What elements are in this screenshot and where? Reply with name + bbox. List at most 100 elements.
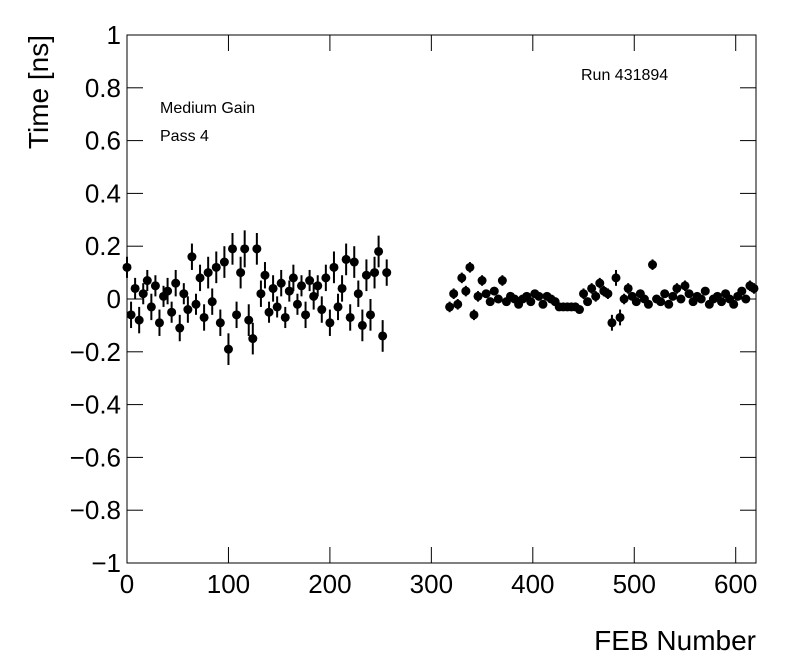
- data-point: [619, 294, 629, 304]
- data-point: [276, 278, 286, 288]
- data-point: [607, 318, 617, 328]
- data-point: [574, 305, 584, 315]
- y-tick-label: −0.4: [70, 390, 121, 420]
- data-point: [374, 246, 384, 256]
- data-point: [171, 278, 181, 288]
- data-point: [215, 318, 225, 328]
- data-point: [465, 262, 475, 272]
- x-tick-label: 300: [410, 569, 453, 599]
- data-point: [656, 297, 666, 307]
- data-point: [288, 273, 298, 283]
- x-tick-label: 400: [511, 569, 554, 599]
- data-point: [591, 291, 601, 301]
- y-tick-label: 0.2: [85, 231, 121, 261]
- data-point: [134, 315, 144, 325]
- data-point: [449, 289, 459, 299]
- data-point: [321, 273, 331, 283]
- data-point: [538, 299, 548, 309]
- data-point: [615, 312, 625, 322]
- data-point: [126, 310, 136, 320]
- data-point: [353, 289, 363, 299]
- data-point: [457, 273, 467, 283]
- annotation: Medium Gain: [160, 100, 255, 117]
- data-point: [232, 310, 242, 320]
- data-point: [195, 273, 205, 283]
- data-point: [309, 291, 319, 301]
- data-point: [260, 270, 270, 280]
- data-point: [207, 297, 217, 307]
- data-point: [333, 302, 343, 312]
- data-point: [696, 294, 706, 304]
- data-point: [240, 244, 250, 254]
- x-tick-label: 200: [308, 569, 351, 599]
- data-point: [337, 283, 347, 293]
- data-point: [317, 305, 327, 315]
- data-point: [603, 289, 613, 299]
- data-point: [737, 286, 747, 296]
- data-point: [361, 270, 371, 280]
- data-point: [142, 276, 152, 286]
- y-tick-label: 0.4: [85, 178, 121, 208]
- data-point: [469, 310, 479, 320]
- data-point: [329, 262, 339, 272]
- data-point: [660, 289, 670, 299]
- data-point: [313, 281, 323, 291]
- data-point: [378, 331, 388, 341]
- data-point: [256, 289, 266, 299]
- data-point: [631, 297, 641, 307]
- data-point: [700, 286, 710, 296]
- data-point: [493, 294, 503, 304]
- data-point: [248, 334, 258, 344]
- data-point: [179, 289, 189, 299]
- data-point: [305, 276, 315, 286]
- data-point: [252, 244, 262, 254]
- data-point: [146, 302, 156, 312]
- data-point: [130, 283, 140, 293]
- y-tick-label: 1: [107, 20, 121, 50]
- data-point: [219, 257, 229, 267]
- data-point: [175, 323, 185, 333]
- data-point: [365, 310, 375, 320]
- data-point: [534, 291, 544, 301]
- data-point: [729, 299, 739, 309]
- y-tick-label: 0.8: [85, 73, 121, 103]
- data-point: [680, 281, 690, 291]
- data-point: [370, 268, 380, 278]
- data-point: [477, 276, 487, 286]
- data-point: [268, 283, 278, 293]
- data-point: [203, 268, 213, 278]
- annotation: Run 431894: [581, 67, 668, 84]
- y-tick-label: 0.6: [85, 126, 121, 156]
- y-tick-label: −0.8: [70, 495, 121, 525]
- data-point: [284, 286, 294, 296]
- data-point: [154, 318, 164, 328]
- data-point: [583, 297, 593, 307]
- data-point: [223, 344, 233, 354]
- data-point: [672, 283, 682, 293]
- data-point: [489, 286, 499, 296]
- y-tick-label: −1: [91, 548, 121, 578]
- data-point: [264, 307, 274, 317]
- data-point: [211, 262, 221, 272]
- data-point: [236, 268, 246, 278]
- data-point: [345, 312, 355, 322]
- data-point: [741, 294, 751, 304]
- data-point: [272, 302, 282, 312]
- data-point: [357, 320, 367, 330]
- data-point: [595, 278, 605, 288]
- data-point: [668, 291, 678, 301]
- x-tick-label: 0: [120, 569, 134, 599]
- data-point: [664, 299, 674, 309]
- data-point: [643, 299, 653, 309]
- y-tick-label: −0.6: [70, 442, 121, 472]
- x-tick-label: 100: [207, 569, 250, 599]
- x-axis-title: FEB Number: [594, 625, 756, 656]
- data-point: [199, 312, 209, 322]
- y-tick-label: 0: [107, 284, 121, 314]
- data-point: [382, 268, 392, 278]
- data-point: [611, 273, 621, 283]
- data-point: [497, 276, 507, 286]
- data-point: [676, 294, 686, 304]
